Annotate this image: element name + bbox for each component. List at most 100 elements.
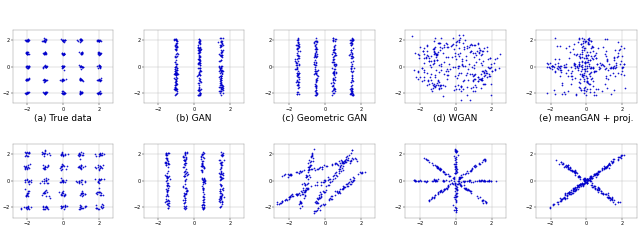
Point [589, 184, 600, 188]
Point [347, 89, 357, 93]
Point [346, 91, 356, 95]
Point [577, 182, 588, 186]
Point [556, 197, 566, 201]
Point [590, 56, 600, 60]
Point [310, 59, 320, 62]
Point [95, 38, 105, 42]
Point [434, 87, 444, 91]
Point [310, 52, 320, 55]
Point [39, 166, 49, 170]
Point [284, 197, 294, 201]
Point [327, 163, 337, 167]
Point [75, 205, 85, 209]
Point [22, 77, 32, 81]
Point [295, 206, 305, 210]
Point [163, 184, 173, 188]
Point [214, 197, 225, 201]
Point [163, 181, 173, 185]
Point [470, 89, 480, 93]
Point [612, 201, 623, 204]
Point [161, 153, 172, 157]
Point [583, 58, 593, 62]
Point [329, 82, 339, 85]
Point [23, 206, 33, 210]
Point [330, 90, 340, 93]
Point [293, 54, 303, 57]
Point [195, 69, 205, 73]
Point [338, 188, 348, 191]
Point [42, 205, 52, 209]
Point [77, 91, 87, 95]
Point [559, 90, 570, 94]
Point [472, 49, 482, 52]
Point [442, 73, 452, 76]
Point [200, 178, 210, 182]
Point [170, 72, 180, 76]
Point [571, 188, 581, 191]
Point [422, 71, 432, 75]
Point [294, 75, 304, 79]
Point [310, 55, 321, 58]
Point [451, 191, 461, 194]
Point [179, 201, 189, 204]
Point [335, 191, 346, 195]
Point [38, 205, 48, 209]
Point [23, 91, 33, 95]
Point [217, 42, 227, 46]
Point [586, 174, 596, 178]
Point [56, 79, 67, 82]
Point [306, 163, 316, 167]
Point [316, 203, 326, 207]
Point [38, 78, 48, 82]
Point [442, 185, 452, 188]
Point [320, 178, 330, 182]
Point [573, 68, 584, 71]
Point [582, 37, 593, 40]
Point [215, 175, 225, 179]
Point [345, 38, 355, 42]
Point [559, 63, 570, 67]
Point [93, 52, 103, 55]
Point [413, 70, 423, 74]
Point [76, 67, 86, 71]
Point [94, 177, 104, 180]
Point [161, 153, 172, 156]
Point [584, 72, 594, 76]
Point [601, 192, 611, 195]
Point [467, 65, 477, 68]
Point [468, 89, 478, 93]
Point [330, 52, 340, 55]
Point [172, 54, 182, 58]
Point [291, 51, 301, 55]
Point [479, 179, 490, 183]
Point [594, 170, 604, 173]
Point [217, 199, 227, 203]
Point [169, 38, 179, 42]
Point [198, 206, 208, 210]
Point [599, 167, 609, 171]
Point [38, 66, 48, 69]
Point [575, 175, 586, 178]
Point [23, 77, 33, 80]
Point [579, 56, 589, 60]
Point [328, 71, 338, 75]
Point [330, 161, 340, 165]
Point [465, 50, 476, 54]
Point [328, 71, 339, 74]
Point [410, 52, 420, 55]
Point [483, 65, 493, 69]
Point [216, 79, 226, 82]
Point [482, 75, 492, 79]
Point [161, 161, 171, 164]
Point [195, 66, 205, 70]
Point [196, 176, 207, 180]
Point [543, 63, 553, 66]
Point [193, 62, 203, 66]
Point [24, 90, 34, 94]
Point [282, 198, 292, 202]
Point [300, 193, 310, 196]
Point [56, 152, 67, 155]
Point [577, 74, 588, 77]
Point [617, 66, 627, 69]
Point [22, 52, 32, 56]
